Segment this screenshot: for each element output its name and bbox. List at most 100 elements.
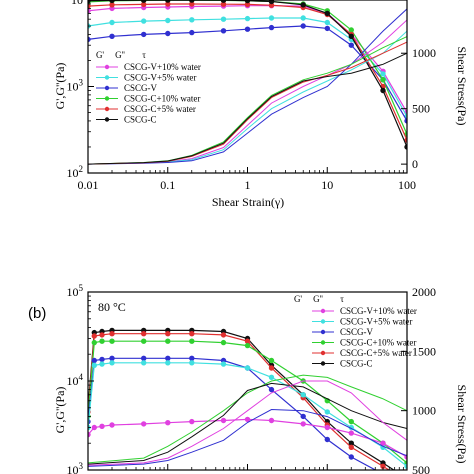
data-point bbox=[244, 26, 251, 32]
legend-header: G'' bbox=[313, 294, 323, 304]
data-point bbox=[268, 0, 275, 5]
data-point bbox=[324, 409, 330, 415]
data-point bbox=[300, 23, 306, 29]
legend-entry: CSCG-V+10% water bbox=[124, 62, 201, 72]
legend-swatch-marker bbox=[320, 308, 326, 314]
data-point bbox=[109, 355, 115, 361]
data-point bbox=[244, 342, 251, 349]
data-point bbox=[189, 29, 195, 36]
legend-entry: CSCG-C bbox=[340, 359, 373, 369]
data-point bbox=[189, 360, 195, 366]
series-5 bbox=[88, 416, 407, 460]
legend-swatch-marker bbox=[104, 106, 110, 112]
data-point bbox=[244, 15, 251, 22]
data-point bbox=[380, 87, 386, 94]
legend-header: τ bbox=[340, 294, 344, 304]
data-point bbox=[141, 421, 147, 427]
legend-entry: CSCG-C+10% water bbox=[124, 94, 200, 104]
series-11 bbox=[88, 52, 407, 165]
legend-entry: CSCG-C+5% water bbox=[124, 104, 196, 114]
data-point bbox=[165, 420, 171, 426]
data-point bbox=[99, 361, 105, 367]
data-point bbox=[220, 339, 227, 346]
panel-label: (b) bbox=[28, 305, 46, 322]
legend-swatch-marker bbox=[320, 350, 326, 356]
y2-tick-label: 1000 bbox=[412, 46, 436, 60]
data-point bbox=[189, 338, 195, 344]
data-point bbox=[165, 360, 171, 366]
y2-axis-label: Shear Stress(Pa) bbox=[455, 385, 469, 464]
series-layer bbox=[88, 327, 407, 470]
legend-header: G'' bbox=[115, 50, 125, 60]
data-point bbox=[220, 28, 227, 34]
data-point bbox=[91, 424, 98, 431]
series-7 bbox=[88, 382, 407, 465]
data-point bbox=[109, 19, 115, 26]
data-point bbox=[300, 392, 306, 398]
y-tick-label: 10 bbox=[71, 0, 83, 7]
data-point bbox=[109, 331, 115, 337]
legend-swatch-marker bbox=[104, 64, 110, 70]
data-point bbox=[324, 19, 330, 26]
data-point bbox=[220, 417, 227, 424]
data-point bbox=[109, 360, 115, 366]
data-point bbox=[348, 42, 354, 48]
legend-entry: CSCG-C bbox=[124, 115, 157, 125]
legend-entry: CSCG-C+5% water bbox=[340, 348, 412, 358]
data-point bbox=[244, 416, 251, 423]
x-axis-label: Shear Strain(γ) bbox=[212, 195, 284, 209]
legend-swatch-marker bbox=[104, 96, 110, 101]
series-9 bbox=[88, 408, 407, 467]
x-tick-label: 10 bbox=[321, 178, 333, 192]
data-point bbox=[165, 331, 171, 337]
legend-swatch-marker bbox=[104, 85, 110, 91]
data-point bbox=[348, 430, 354, 436]
data-point bbox=[348, 444, 354, 450]
data-point bbox=[348, 33, 354, 39]
series-layer bbox=[88, 0, 407, 165]
data-point bbox=[220, 332, 227, 338]
legend-swatch-marker bbox=[320, 340, 326, 345]
data-point bbox=[141, 355, 147, 361]
data-point bbox=[91, 362, 98, 368]
legend-entry: CSCG-V+10% water bbox=[340, 306, 417, 316]
x-tick-label: 0.01 bbox=[78, 178, 99, 192]
data-point bbox=[189, 331, 195, 337]
data-point bbox=[268, 374, 275, 380]
data-point bbox=[165, 30, 171, 37]
temperature-annotation: 80 °C bbox=[98, 300, 126, 314]
data-point bbox=[324, 25, 330, 32]
data-point bbox=[268, 417, 275, 424]
data-point bbox=[91, 339, 98, 346]
data-point bbox=[141, 18, 147, 24]
series-8 bbox=[88, 380, 407, 466]
data-point bbox=[324, 10, 330, 17]
data-point bbox=[324, 424, 330, 431]
series-2 bbox=[88, 23, 407, 124]
data-point bbox=[109, 338, 115, 344]
data-point bbox=[220, 16, 227, 22]
y2-tick-label: 2000 bbox=[412, 285, 436, 299]
data-point bbox=[91, 333, 98, 339]
y2-tick-label: 1500 bbox=[412, 344, 436, 358]
data-point bbox=[380, 71, 386, 77]
data-point bbox=[165, 338, 171, 344]
y-axis-label: G',G''(Pa) bbox=[53, 387, 67, 434]
data-point bbox=[141, 331, 147, 337]
data-point bbox=[300, 413, 306, 420]
data-point bbox=[99, 332, 105, 338]
legend-swatch-marker bbox=[320, 319, 326, 324]
y-tick-label: 102 bbox=[67, 164, 84, 180]
data-point bbox=[91, 357, 98, 364]
y2-tick-label: 500 bbox=[412, 463, 430, 474]
data-point bbox=[380, 440, 386, 446]
y2-tick-label: 0 bbox=[412, 157, 418, 171]
data-point bbox=[220, 361, 227, 367]
data-point bbox=[268, 357, 275, 364]
series-3 bbox=[88, 355, 377, 470]
y2-tick-label: 500 bbox=[412, 102, 430, 116]
data-point bbox=[141, 338, 147, 344]
